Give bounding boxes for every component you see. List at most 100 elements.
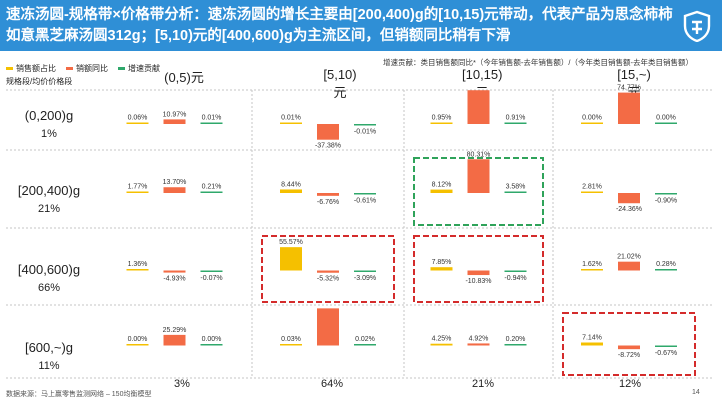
data-label: 1.77% [128,184,148,191]
data-label: 8.12% [432,182,452,189]
data-label: -0.94% [504,275,526,282]
legend-swatch-yoy [66,67,73,70]
row-label-spec: (0,200)g [24,108,74,123]
data-label: 7.85% [432,259,452,266]
bar-share [581,191,603,193]
bar-share [126,122,149,124]
row-label-spec: [200,400)g [17,183,81,198]
data-label: -10.83% [465,278,491,285]
bar-yoy [317,308,339,346]
legend-label: 销额同比 [76,64,108,73]
data-label: 0.00% [202,336,222,343]
bar-yoy [163,119,186,124]
bar-contrib [504,122,527,124]
bar-contrib [200,344,223,346]
highlight-box [562,312,696,376]
bar-yoy [317,124,339,140]
column-footer-share: 21% [471,378,495,390]
page-number: 14 [692,389,700,396]
highlight-box [413,157,544,226]
data-label: 1.36% [128,261,148,268]
data-label: 0.01% [202,115,222,122]
data-label: 74.77% [617,85,641,92]
bar-contrib [655,345,677,347]
data-label: 1.62% [582,261,602,268]
data-label: -0.90% [655,198,677,205]
legend-swatch-share [6,67,13,70]
data-source-note: 数据来源：马上赢零售监测网络 – 150均衡模型 [6,391,152,398]
bar-yoy [467,159,490,193]
bar-share [280,247,302,271]
data-label: 0.21% [202,184,222,191]
data-label: 0.01% [281,115,301,122]
data-label: 8.44% [281,181,301,188]
row-label: [600,~)g 11% [6,340,92,372]
data-label: 0.02% [355,336,375,343]
legend-label: 增速贡献 [128,64,160,73]
column-footer-share: 12% [618,378,642,390]
row-label-spec: [600,~)g [24,340,74,355]
title-banner: 速冻汤圆-规格带×价格带分析：速冻汤圆的增长主要由[200,400)g的[10,… [0,0,722,51]
bar-yoy [618,193,640,204]
data-label: -37.38% [315,143,341,150]
bar-contrib [655,269,677,271]
data-label: -3.09% [354,275,376,282]
row-label-share: 66% [37,282,61,294]
bar-share [280,344,302,346]
bar-contrib [655,122,677,124]
bar-contrib [200,270,223,272]
data-label: 55.57% [279,239,303,246]
row-label-spec: [400,600)g [17,262,81,277]
row-label: (0,200)g 1% [6,108,92,140]
data-label: 2.81% [582,184,602,191]
bar-share [581,122,603,124]
data-label: 0.00% [582,115,602,122]
shield-logo-icon [683,10,711,42]
data-label: 3.58% [506,183,526,190]
bar-share [280,189,302,193]
bar-yoy [163,187,186,193]
data-label: 21.02% [617,254,641,261]
chart-legend: 销售额占比 销额同比 增速贡献 [6,63,160,74]
data-label: -4.93% [163,276,185,283]
data-label: 4.25% [432,336,452,343]
row-label-share: 1% [41,128,57,140]
bar-contrib [504,191,527,193]
highlight-box [413,235,544,303]
bar-yoy [467,343,490,346]
highlight-box [261,235,395,303]
bar-contrib [354,344,376,346]
legend-item-share: 销售额占比 [6,63,56,74]
column-footer-share: 64% [320,378,344,390]
legend-item-contrib: 增速贡献 [118,63,160,74]
bar-share [581,342,603,346]
bar-share [430,267,453,271]
data-label: 0.06% [128,115,148,122]
legend-swatch-contrib [118,67,125,70]
growth-formula-note: 增速贡献：类目销售额同比*（今年销售额-去年销售额）/（今年类目销售额-去年类目… [383,58,693,67]
data-label: -0.01% [354,129,376,136]
data-label: 25.29% [163,327,187,334]
bar-share [430,189,453,193]
data-label: 10.97% [163,111,187,118]
data-label: -0.61% [354,198,376,205]
bar-share [430,343,453,346]
bar-share [430,122,453,124]
bar-yoy [317,270,339,273]
data-label: 80.31% [467,151,491,158]
bar-contrib [354,124,376,126]
data-label: 0.28% [656,261,676,268]
column-footer-share: 3% [174,378,190,390]
data-label: 0.20% [506,336,526,343]
row-label: [200,400)g 21% [6,183,92,215]
data-label: 0.95% [432,115,452,122]
bar-contrib [504,270,527,272]
data-label: -6.76% [317,199,339,206]
bar-yoy [317,193,339,196]
column-header-price: [5,10)元 [323,67,357,100]
bar-contrib [200,191,223,193]
bar-yoy [618,92,640,124]
corner-axis-label: 规格段/均价价格段 [6,77,73,86]
data-label: 4.92% [469,335,489,342]
